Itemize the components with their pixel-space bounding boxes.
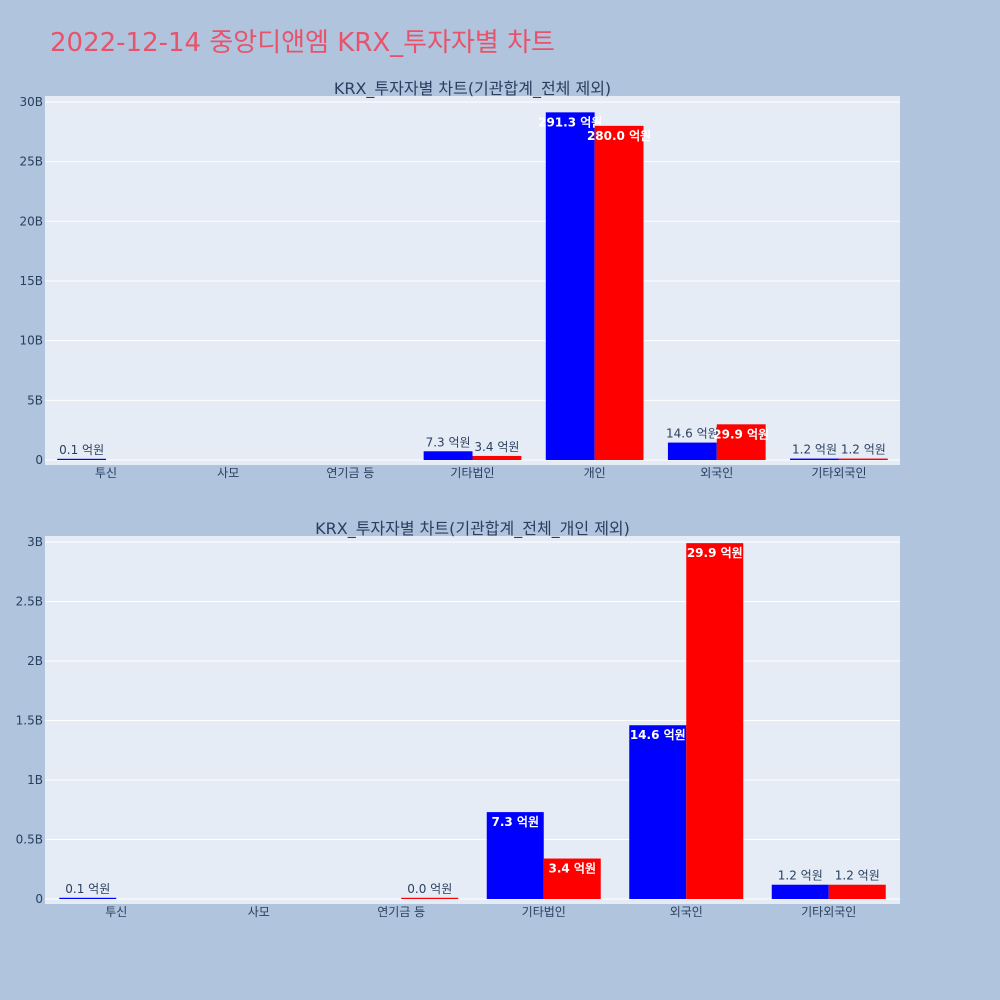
- data-label: 3.4 억원: [548, 862, 596, 876]
- y-tick-label: 3B: [27, 535, 43, 549]
- data-label: 7.3 억원: [426, 435, 471, 449]
- bar-red: [686, 543, 744, 899]
- bar-blue: [629, 725, 687, 899]
- data-label: 29.9 억원: [713, 427, 769, 441]
- bar-blue: [486, 812, 544, 899]
- bar-blue: [59, 897, 117, 899]
- chart-title: KRX_투자자별 차트(기관합계_전체 제외): [334, 79, 611, 99]
- x-tick-label: 투신: [105, 905, 127, 919]
- data-label: 14.6 억원: [666, 427, 719, 441]
- y-tick-label: 20B: [19, 214, 43, 228]
- bar-blue: [771, 884, 829, 899]
- data-label: 0.1 억원: [59, 443, 104, 457]
- y-tick-label: 25B: [19, 155, 43, 169]
- y-tick-label: 15B: [19, 274, 43, 288]
- data-label: 29.9 억원: [687, 546, 743, 560]
- y-tick-label: 1.5B: [16, 713, 43, 727]
- x-tick-label: 외국인: [670, 905, 703, 919]
- x-tick-label: 사모: [217, 466, 239, 480]
- data-label: 1.2 억원: [792, 443, 837, 457]
- data-label: 1.2 억원: [841, 443, 886, 457]
- x-tick-label: 투신: [95, 466, 117, 480]
- bar-red: [594, 125, 644, 461]
- data-label: 3.4 억원: [474, 440, 519, 454]
- data-label: 0.1 억원: [65, 882, 110, 896]
- bar-blue: [545, 112, 595, 461]
- bar-blue: [57, 458, 107, 460]
- data-label: 0.0 억원: [407, 882, 452, 896]
- bar-red: [543, 858, 601, 899]
- x-tick-label: 기타법인: [450, 466, 494, 480]
- data-label: 7.3 억원: [491, 815, 539, 829]
- data-label: 1.2 억원: [835, 869, 880, 883]
- x-tick-label: 연기금 등: [377, 905, 425, 919]
- y-tick-label: 0: [35, 453, 43, 467]
- y-tick-label: 5B: [27, 393, 43, 407]
- x-tick-label: 기타외국인: [801, 905, 856, 919]
- bar-red: [828, 884, 886, 899]
- x-tick-label: 개인: [584, 466, 606, 480]
- data-label: 280.0 억원: [587, 129, 651, 143]
- bar-blue: [667, 442, 717, 460]
- y-tick-label: 2.5B: [16, 594, 43, 608]
- y-tick-label: 10B: [19, 334, 43, 348]
- data-label: 14.6 억원: [630, 728, 686, 742]
- y-tick-label: 1B: [27, 773, 43, 787]
- y-tick-label: 2B: [27, 654, 43, 668]
- chart-title: KRX_투자자별 차트(기관합계_전체_개인 제외): [315, 519, 630, 539]
- data-label: 291.3 억원: [538, 115, 602, 129]
- x-tick-label: 연기금 등: [326, 466, 374, 480]
- x-tick-label: 사모: [248, 905, 270, 919]
- y-tick-label: 30B: [19, 95, 43, 109]
- bar-red: [716, 424, 766, 460]
- y-tick-label: 0.5B: [16, 832, 43, 846]
- x-tick-label: 기타외국인: [811, 466, 866, 480]
- bar-red: [401, 897, 459, 899]
- x-tick-label: 기타법인: [522, 905, 566, 919]
- bar-red: [838, 458, 888, 460]
- x-tick-label: 외국인: [700, 466, 733, 480]
- y-tick-label: 0: [35, 892, 43, 906]
- bar-red: [472, 455, 522, 460]
- data-label: 1.2 억원: [778, 869, 823, 883]
- bar-blue: [790, 458, 839, 460]
- bar-blue: [423, 451, 473, 460]
- page-title: 2022-12-14 중앙디앤엠 KRX_투자자별 차트: [50, 28, 555, 58]
